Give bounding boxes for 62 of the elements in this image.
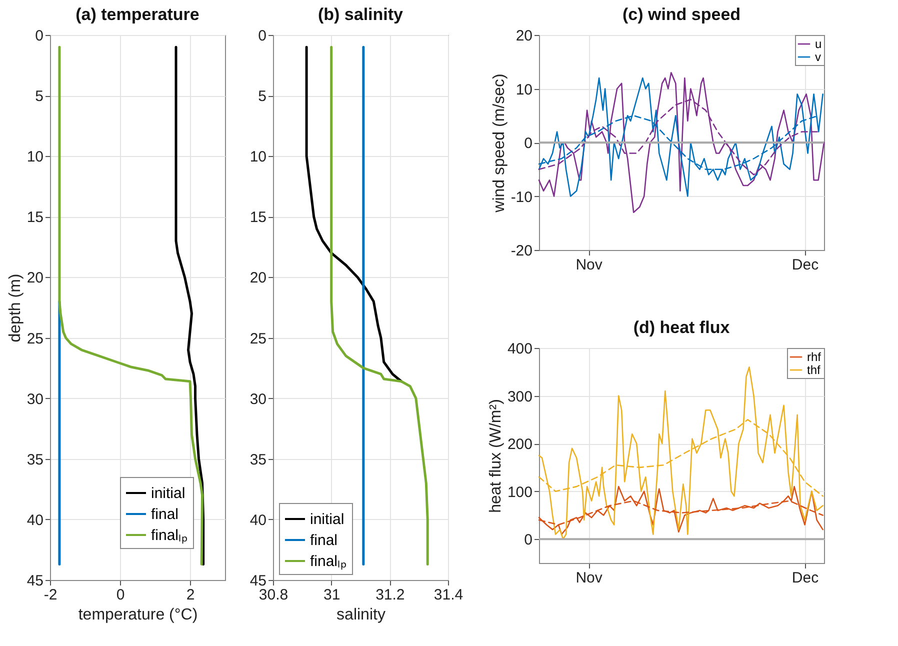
- y-tick-label: 45: [250, 572, 266, 590]
- x-tick-label: Nov: [576, 570, 603, 586]
- y-axis-title: heat flux (W/m²): [487, 399, 504, 513]
- y-tick-label: 0: [524, 532, 532, 549]
- y-axis-title: wind speed (m/sec): [490, 74, 508, 214]
- y-tick-label: 45: [26, 572, 44, 590]
- legend-label: final: [151, 506, 179, 523]
- x-tick-label: 30.8: [258, 586, 288, 604]
- y-tick-label: 0: [258, 28, 266, 44]
- y-tick-label: 15: [250, 209, 266, 226]
- legend-label: v: [815, 50, 821, 64]
- y-tick-label: 20: [26, 270, 44, 287]
- y-tick-label: 30: [26, 390, 44, 408]
- y-tick-label: 0: [35, 28, 44, 44]
- x-axis-title: salinity: [336, 606, 386, 624]
- y-tick-label: 35: [250, 451, 266, 468]
- y-tick-label: 0: [524, 135, 532, 152]
- y-tick-label: 20: [516, 28, 532, 44]
- legend-label: thf: [807, 363, 822, 377]
- y-tick-label: 35: [26, 451, 44, 468]
- legend-label: finalₗₚ: [310, 553, 347, 570]
- y-tick-label: 100: [507, 484, 532, 501]
- legend-label: u: [815, 37, 822, 51]
- legend-label: final: [310, 532, 338, 549]
- y-tick-label: 25: [250, 330, 266, 348]
- x-tick-label: 31.4: [434, 586, 464, 604]
- y-tick-label: 10: [26, 148, 44, 166]
- chart-title: (a) temperature: [76, 5, 200, 24]
- y-tick-label: 400: [507, 340, 532, 358]
- x-tick-label: Nov: [576, 256, 603, 274]
- x-tick-label: 31.2: [376, 586, 405, 604]
- y-tick-label: 20: [250, 270, 266, 287]
- y-tick-label: 30: [250, 390, 266, 408]
- x-tick-label: Dec: [792, 570, 820, 586]
- y-tick-label: 10: [516, 81, 532, 98]
- y-tick-label: 10: [250, 148, 266, 166]
- y-tick-label: 15: [26, 209, 44, 226]
- x-tick-label: 31: [323, 586, 340, 604]
- x-tick-label: Dec: [792, 256, 820, 274]
- y-axis-title: depth (m): [6, 274, 24, 342]
- legend-label: initial: [151, 485, 186, 502]
- y-tick-label: 40: [250, 512, 266, 529]
- y-tick-label: 40: [26, 512, 44, 529]
- chart-title: (d) heat flux: [633, 318, 730, 337]
- x-axis-title: temperature (°C): [78, 606, 198, 624]
- y-tick-label: 5: [35, 88, 44, 106]
- y-tick-label: -20: [510, 242, 532, 260]
- x-tick-label: -2: [44, 586, 58, 604]
- y-tick-label: -10: [510, 188, 532, 206]
- legend-label: rhf: [807, 350, 822, 364]
- line-series: [58, 46, 204, 566]
- y-tick-label: 200: [507, 436, 532, 454]
- chart-title: (b) salinity: [318, 5, 404, 24]
- x-tick-label: 2: [186, 586, 195, 604]
- chart-title: (c) wind speed: [622, 5, 741, 24]
- legend-label: finalₗₚ: [151, 527, 188, 544]
- y-tick-label: 300: [507, 388, 532, 406]
- x-tick-label: 0: [116, 586, 125, 604]
- y-tick-label: 5: [258, 88, 266, 106]
- line-series: [305, 46, 403, 383]
- y-tick-label: 25: [26, 330, 44, 348]
- legend-label: initial: [310, 511, 344, 528]
